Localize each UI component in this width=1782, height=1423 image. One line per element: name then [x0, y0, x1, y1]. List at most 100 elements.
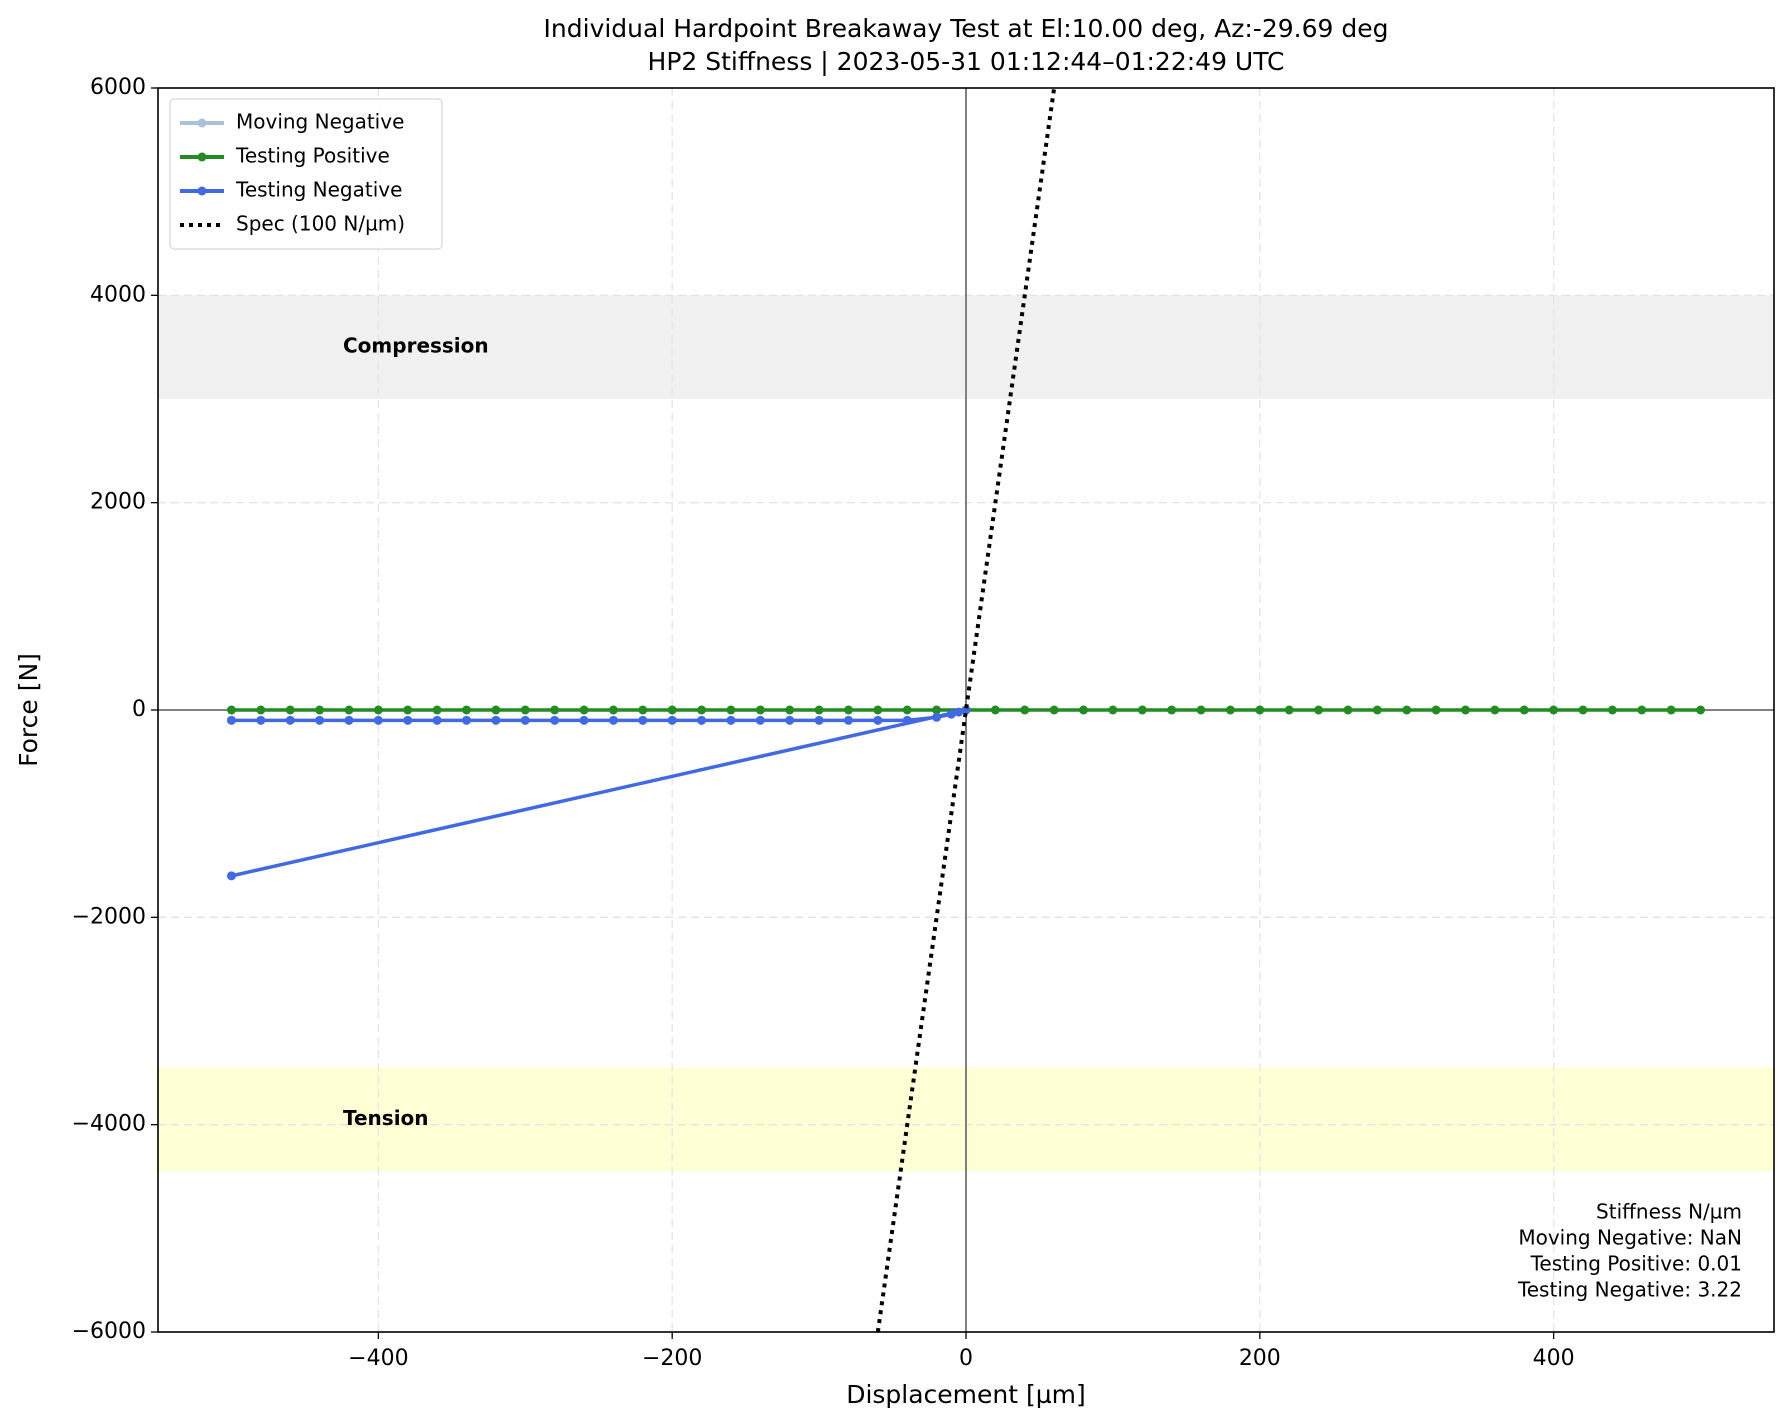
data-point	[1343, 705, 1353, 715]
data-point	[755, 705, 765, 715]
data-point	[954, 707, 964, 717]
data-point	[697, 705, 707, 715]
series-line	[875, 88, 1057, 1332]
data-point	[462, 705, 472, 715]
data-point	[1020, 705, 1030, 715]
data-point	[1314, 705, 1324, 715]
data-point	[608, 705, 618, 715]
y-tick-label: −2000	[72, 904, 146, 929]
data-point	[902, 715, 912, 725]
data-point	[550, 715, 560, 725]
data-point	[785, 705, 795, 715]
data-point	[1225, 705, 1235, 715]
data-point	[902, 705, 912, 715]
data-point	[946, 709, 956, 719]
y-tick-label: −4000	[72, 1112, 146, 1137]
data-point	[1549, 705, 1559, 715]
data-point	[667, 705, 677, 715]
data-point	[403, 715, 413, 725]
band-label: Tension	[343, 1106, 429, 1130]
data-point	[226, 705, 236, 715]
data-point	[579, 715, 589, 725]
data-point	[990, 705, 1000, 715]
chart-subtitle: HP2 Stiffness | 2023-05-31 01:12:44–01:2…	[648, 47, 1285, 76]
data-point	[256, 715, 266, 725]
data-point	[1431, 705, 1441, 715]
legend-label: Testing Negative	[235, 178, 402, 202]
data-point	[491, 705, 501, 715]
data-point	[1079, 705, 1089, 715]
data-point	[1255, 705, 1265, 715]
data-point	[755, 715, 765, 725]
x-tick-label: 400	[1533, 1346, 1575, 1371]
data-point	[462, 715, 472, 725]
legend-label: Testing Positive	[235, 144, 390, 168]
y-tick-label: −6000	[72, 1319, 146, 1344]
data-point	[785, 715, 795, 725]
data-point	[403, 705, 413, 715]
data-point	[814, 715, 824, 725]
data-point	[873, 715, 883, 725]
data-point	[873, 705, 883, 715]
data-point	[1637, 705, 1647, 715]
data-point	[344, 715, 354, 725]
data-point	[1607, 705, 1617, 715]
data-point	[1578, 705, 1588, 715]
data-point	[843, 715, 853, 725]
plot-area	[158, 88, 1774, 1332]
chart-title: Individual Hardpoint Breakaway Test at E…	[544, 14, 1389, 43]
legend: Moving Negative Testing Positive Testing N…	[169, 98, 443, 250]
stats-text: Stiffness N/µm	[1596, 1200, 1742, 1224]
y-tick-label: 4000	[90, 282, 146, 307]
data-point	[667, 715, 677, 725]
data-point	[1402, 705, 1412, 715]
data-point	[432, 705, 442, 715]
data-point	[256, 705, 266, 715]
data-point	[1284, 705, 1294, 715]
stats-text: Testing Positive: 0.01	[1530, 1252, 1742, 1276]
x-axis-label: Displacement [µm]	[846, 1380, 1086, 1409]
data-point	[638, 705, 648, 715]
data-point	[1519, 705, 1529, 715]
legend-label: Moving Negative	[236, 110, 404, 134]
data-point	[344, 705, 354, 715]
y-tick-label: 2000	[90, 490, 146, 515]
data-point	[432, 715, 442, 725]
data-point	[1666, 705, 1676, 715]
data-point	[315, 705, 325, 715]
data-point	[1490, 705, 1500, 715]
stats-text: Moving Negative: NaN	[1518, 1226, 1742, 1250]
x-tick-label: 0	[959, 1346, 973, 1371]
data-point	[726, 715, 736, 725]
x-tick-label: −400	[348, 1346, 408, 1371]
plot-frame	[157, 87, 1775, 1333]
legend-box	[169, 98, 443, 250]
x-tick-label: 200	[1239, 1346, 1281, 1371]
data-point	[697, 715, 707, 725]
data-point	[932, 712, 942, 722]
data-point	[285, 705, 295, 715]
data-point	[373, 705, 383, 715]
data-point	[1049, 705, 1059, 715]
data-point	[1108, 705, 1118, 715]
band-label: Compression	[343, 334, 489, 358]
y-tick-label: 0	[132, 697, 146, 722]
data-point	[285, 715, 295, 725]
data-point	[226, 715, 236, 725]
x-tick-label: −200	[642, 1346, 702, 1371]
data-point	[814, 705, 824, 715]
data-point	[373, 715, 383, 725]
data-point	[491, 715, 501, 725]
data-point	[315, 715, 325, 725]
legend-label: Spec (100 N/µm)	[236, 212, 405, 236]
data-point	[550, 705, 560, 715]
legend-marker	[197, 186, 207, 196]
data-point	[1167, 705, 1177, 715]
data-point	[843, 705, 853, 715]
data-point	[520, 705, 530, 715]
stats-text: Testing Negative: 3.22	[1517, 1278, 1742, 1302]
data-point	[226, 871, 236, 881]
data-point	[1460, 705, 1470, 715]
y-axis-label: Force [N]	[14, 653, 43, 767]
